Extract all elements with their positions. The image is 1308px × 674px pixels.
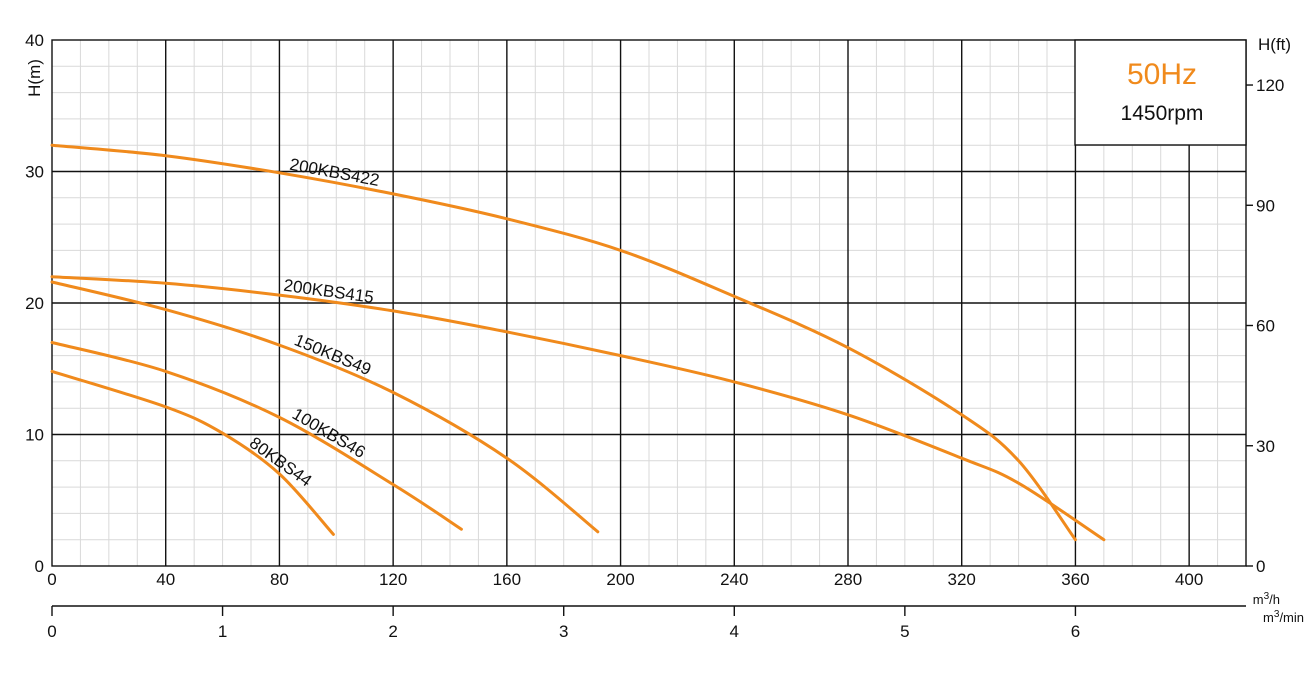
x2-tick-label: 2 [388,622,397,641]
y-right-tick-label: 0 [1256,557,1265,576]
y-axis-right-title: H(ft) [1258,35,1291,54]
x-tick-label: 240 [720,570,748,589]
unit-label: m3/min [1263,609,1304,625]
y-tick-label: 10 [25,426,44,445]
y-tick-label: 20 [25,294,44,313]
x2-tick-label: 3 [559,622,568,641]
curve-150kbs49 [50,280,600,534]
x-tick-label: 80 [270,570,289,589]
x2-tick-label: 0 [47,622,56,641]
curve-label-80kbs44: 80KBS44 [246,433,315,490]
y-axis-left-title: H(m) [25,59,44,97]
x-tick-label: 320 [948,570,976,589]
curve-labels: 200KBS422200KBS415150KBS49100KBS4680KBS4… [246,155,381,491]
speed-label: 1450rpm [1121,102,1204,125]
speed-badge: 50Hz 1450rpm [1074,39,1247,146]
pump-curves [50,143,1106,542]
x-axis-unit: m3/h [1253,591,1280,607]
y-axis-right-ticks: 0 30 60 90 120 [1246,76,1284,576]
y-tick-label: 0 [35,557,44,576]
x2-tick-label: 4 [730,622,739,641]
curve-label-200kbs422: 200KBS422 [288,155,381,190]
y-right-tick-label: 90 [1256,196,1275,215]
curve-100kbs46 [50,341,463,531]
x-tick-label: 360 [1061,570,1089,589]
y-axis-left-ticks: 0 10 20 30 40 [25,31,44,576]
x-tick-label: 200 [606,570,634,589]
unit-label: m3/h [1253,591,1280,607]
curve-200kbs422 [50,143,1077,542]
x2-tick-label: 6 [1071,622,1080,641]
x-axis-ticks: 0 40 80 120 160 200 240 280 320 360 400 [47,570,1203,589]
curve-200kbs415 [50,275,1106,542]
x-tick-label: 400 [1175,570,1203,589]
x-tick-label: 40 [156,570,175,589]
x-axis-secondary-unit: m3/min [1263,609,1304,625]
y-tick-label: 30 [25,163,44,182]
x-tick-label: 280 [834,570,862,589]
x2-tick-label: 1 [218,622,227,641]
y-right-tick-label: 120 [1256,76,1284,95]
curve-label-100kbs46: 100KBS46 [289,404,369,462]
y-tick-label: 40 [25,31,44,50]
x-tick-label: 160 [493,570,521,589]
curve-80kbs44 [50,369,335,536]
x-tick-label: 120 [379,570,407,589]
frequency-label: 50Hz [1127,58,1197,91]
x-axis-secondary-ticks: 0 1 2 3 4 5 6 [47,606,1080,641]
y-right-tick-label: 30 [1256,437,1275,456]
plot-frame [51,39,1247,567]
x2-tick-label: 5 [900,622,909,641]
y-right-tick-label: 60 [1256,317,1275,336]
x-tick-label: 0 [47,570,56,589]
badge-box [1074,39,1247,146]
